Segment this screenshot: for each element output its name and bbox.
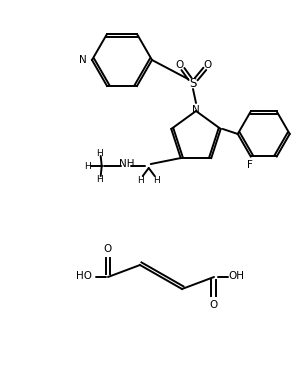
Text: H: H xyxy=(96,174,103,184)
Text: O: O xyxy=(210,300,218,310)
Text: H: H xyxy=(96,149,103,157)
Text: OH: OH xyxy=(228,271,244,281)
Text: S: S xyxy=(189,77,197,89)
Text: O: O xyxy=(176,60,184,70)
Text: H: H xyxy=(84,162,91,171)
Text: H: H xyxy=(153,176,160,184)
Text: F: F xyxy=(247,161,253,171)
Text: O: O xyxy=(104,244,112,254)
Text: NH: NH xyxy=(119,159,135,169)
Text: O: O xyxy=(204,60,212,70)
Text: N: N xyxy=(192,105,200,115)
Text: H: H xyxy=(137,176,144,184)
Text: N: N xyxy=(79,55,87,65)
Text: HO: HO xyxy=(76,271,92,281)
